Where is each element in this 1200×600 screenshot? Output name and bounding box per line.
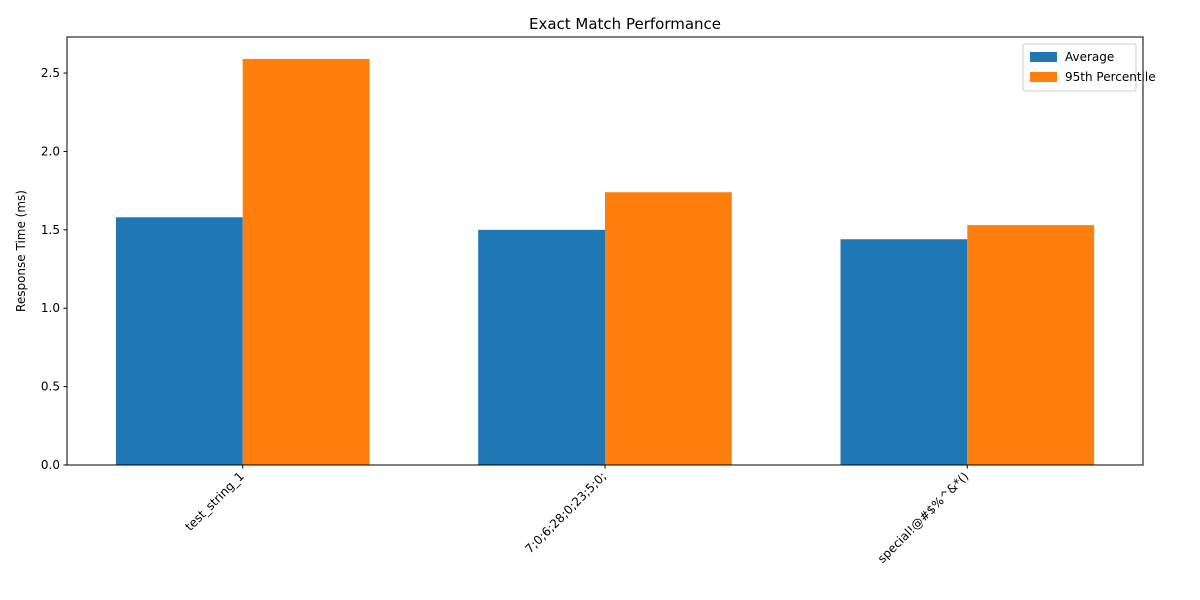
legend: Average 95th Percentile bbox=[1022, 43, 1156, 92]
y-axis: 0.0 0.5 1.0 1.5 2.0 2.5 bbox=[41, 66, 67, 472]
bar-series-1-cat-1 bbox=[605, 192, 732, 465]
y-tick-label: 0.5 bbox=[41, 380, 60, 394]
y-tick-label: 1.0 bbox=[41, 301, 60, 315]
y-axis-label: Response Time (ms) bbox=[14, 190, 28, 312]
y-tick-label: 2.0 bbox=[41, 144, 60, 158]
chart-title: Exact Match Performance bbox=[529, 15, 721, 33]
x-tick-label: special!@#$%^&*() bbox=[875, 469, 972, 566]
x-tick-label: test_string_1 bbox=[182, 469, 246, 533]
bar-series-0-cat-0 bbox=[115, 217, 243, 465]
bar-series-1-cat-2 bbox=[967, 225, 1095, 465]
legend-swatch-0 bbox=[1030, 52, 1057, 62]
y-tick-label: 2.5 bbox=[41, 66, 60, 80]
bar-series-0-cat-2 bbox=[840, 239, 968, 465]
legend-swatch-1 bbox=[1030, 72, 1057, 82]
y-tick-label: 1.5 bbox=[41, 223, 60, 237]
y-tick-label: 0.0 bbox=[41, 458, 60, 472]
bar-series-1-cat-0 bbox=[242, 58, 370, 465]
x-axis: test_string_1 7;0;6;28;0;23;5;0; special!@… bbox=[182, 465, 971, 566]
bar-series-0-cat-1 bbox=[478, 229, 605, 465]
legend-label-0: Average bbox=[1065, 50, 1114, 64]
bars-layer bbox=[115, 58, 1095, 465]
legend-label-1: 95th Percentile bbox=[1065, 70, 1156, 84]
x-tick-label: 7;0;6;28;0;23;5;0; bbox=[522, 469, 609, 556]
